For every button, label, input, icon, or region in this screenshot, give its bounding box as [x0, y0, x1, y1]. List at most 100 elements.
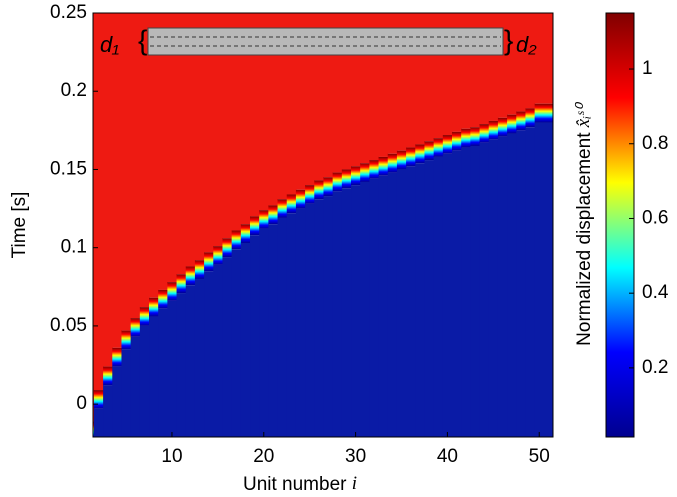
x-tick-label: 20	[253, 446, 274, 467]
cell-high	[415, 13, 425, 145]
cell-high	[479, 13, 490, 125]
cell-high	[121, 13, 132, 331]
cell-high	[103, 13, 113, 367]
cell-low	[250, 235, 260, 437]
cell-low	[415, 163, 425, 437]
cell-low	[534, 122, 553, 437]
colorbar-symbol: x̂ᵢˢ⁰	[573, 102, 594, 128]
cell-front	[452, 131, 462, 151]
cell-low	[442, 153, 453, 437]
cell-low	[121, 349, 132, 437]
cell-front	[158, 289, 168, 309]
x-tick-label: 40	[437, 446, 458, 467]
cell-front	[488, 120, 499, 140]
x-axis-label-symbol: i	[352, 473, 357, 494]
cell-high	[295, 13, 306, 190]
cell-front	[204, 252, 214, 272]
cell-high	[250, 13, 260, 217]
cell-high	[341, 13, 352, 170]
cell-low	[433, 156, 444, 437]
cell-low	[213, 264, 223, 437]
cell-high	[507, 13, 517, 115]
cell-high	[351, 13, 361, 167]
cell-front	[470, 127, 481, 146]
cell-high	[93, 13, 95, 422]
cell-high	[93, 13, 104, 391]
cell-low	[305, 203, 315, 437]
cell-front	[305, 185, 315, 204]
cell-high	[433, 13, 444, 139]
cell-front	[259, 210, 269, 229]
y-tick-label: 0.1	[61, 237, 87, 258]
brace: }	[504, 24, 513, 55]
cell-high	[314, 13, 324, 181]
cell-high	[332, 13, 343, 173]
cell-front	[415, 144, 425, 164]
cell-low	[231, 249, 242, 437]
inset-image	[147, 27, 504, 56]
cell-front	[250, 216, 260, 236]
colorbar-label: Normalized displacement x̂ᵢˢ⁰	[573, 102, 595, 346]
y-tick-label: 0	[76, 393, 87, 414]
cell-low	[204, 271, 214, 437]
cell-high	[305, 13, 315, 186]
cell-front	[167, 282, 178, 301]
cell-high	[406, 13, 416, 148]
cell-front	[433, 138, 444, 157]
cell-low	[93, 408, 104, 437]
cell-low	[286, 213, 297, 437]
cell-high	[452, 13, 462, 132]
cell-low	[103, 385, 113, 437]
cell-low	[360, 181, 370, 437]
cell-front	[112, 347, 122, 367]
cell-high	[461, 13, 471, 129]
cell-low	[323, 196, 334, 437]
cell-front	[268, 205, 279, 225]
cell-high	[442, 13, 453, 136]
cell-front	[396, 150, 407, 170]
cell-high	[323, 13, 334, 178]
cell-high	[488, 13, 499, 121]
cell-high	[525, 13, 536, 109]
cell-front	[323, 177, 334, 197]
cell-high	[387, 13, 398, 154]
brace: {	[138, 24, 147, 55]
cell-low	[406, 166, 416, 437]
cell-front	[369, 160, 380, 179]
cell-low	[194, 278, 205, 437]
cell-low	[176, 293, 187, 437]
cell-low	[130, 336, 141, 437]
cell-front	[277, 199, 288, 218]
cell-low	[240, 242, 251, 437]
cell-low	[507, 133, 517, 437]
cell-low	[525, 127, 536, 437]
cell-front	[222, 238, 233, 258]
cell-low	[158, 308, 168, 437]
cell-low	[461, 147, 471, 437]
cell-low	[378, 175, 389, 437]
cell-low	[149, 316, 159, 437]
x-axis-label: Unit number i	[243, 473, 357, 495]
cell-front	[295, 189, 306, 209]
inset: { } d₁ d₂	[100, 24, 537, 56]
cell-high	[158, 13, 168, 290]
cell-front	[240, 224, 251, 243]
cell-front	[387, 153, 398, 173]
cell-front	[406, 147, 416, 167]
y-tick-label: 0.25	[50, 2, 87, 23]
cell-high	[139, 13, 150, 308]
colorbar-label-text: Normalized displacement	[574, 132, 595, 346]
cell-front	[507, 114, 517, 134]
cell-front	[332, 172, 343, 192]
cell-front	[534, 103, 553, 123]
heatmap	[93, 13, 553, 437]
cell-front	[185, 266, 196, 286]
cell-low	[295, 208, 306, 437]
cell-high	[277, 13, 288, 200]
cell-front	[442, 135, 453, 154]
cell-front	[314, 180, 324, 200]
cell-high	[378, 13, 389, 157]
cell-front	[103, 366, 113, 386]
y-tick-label: 0.05	[50, 315, 87, 336]
